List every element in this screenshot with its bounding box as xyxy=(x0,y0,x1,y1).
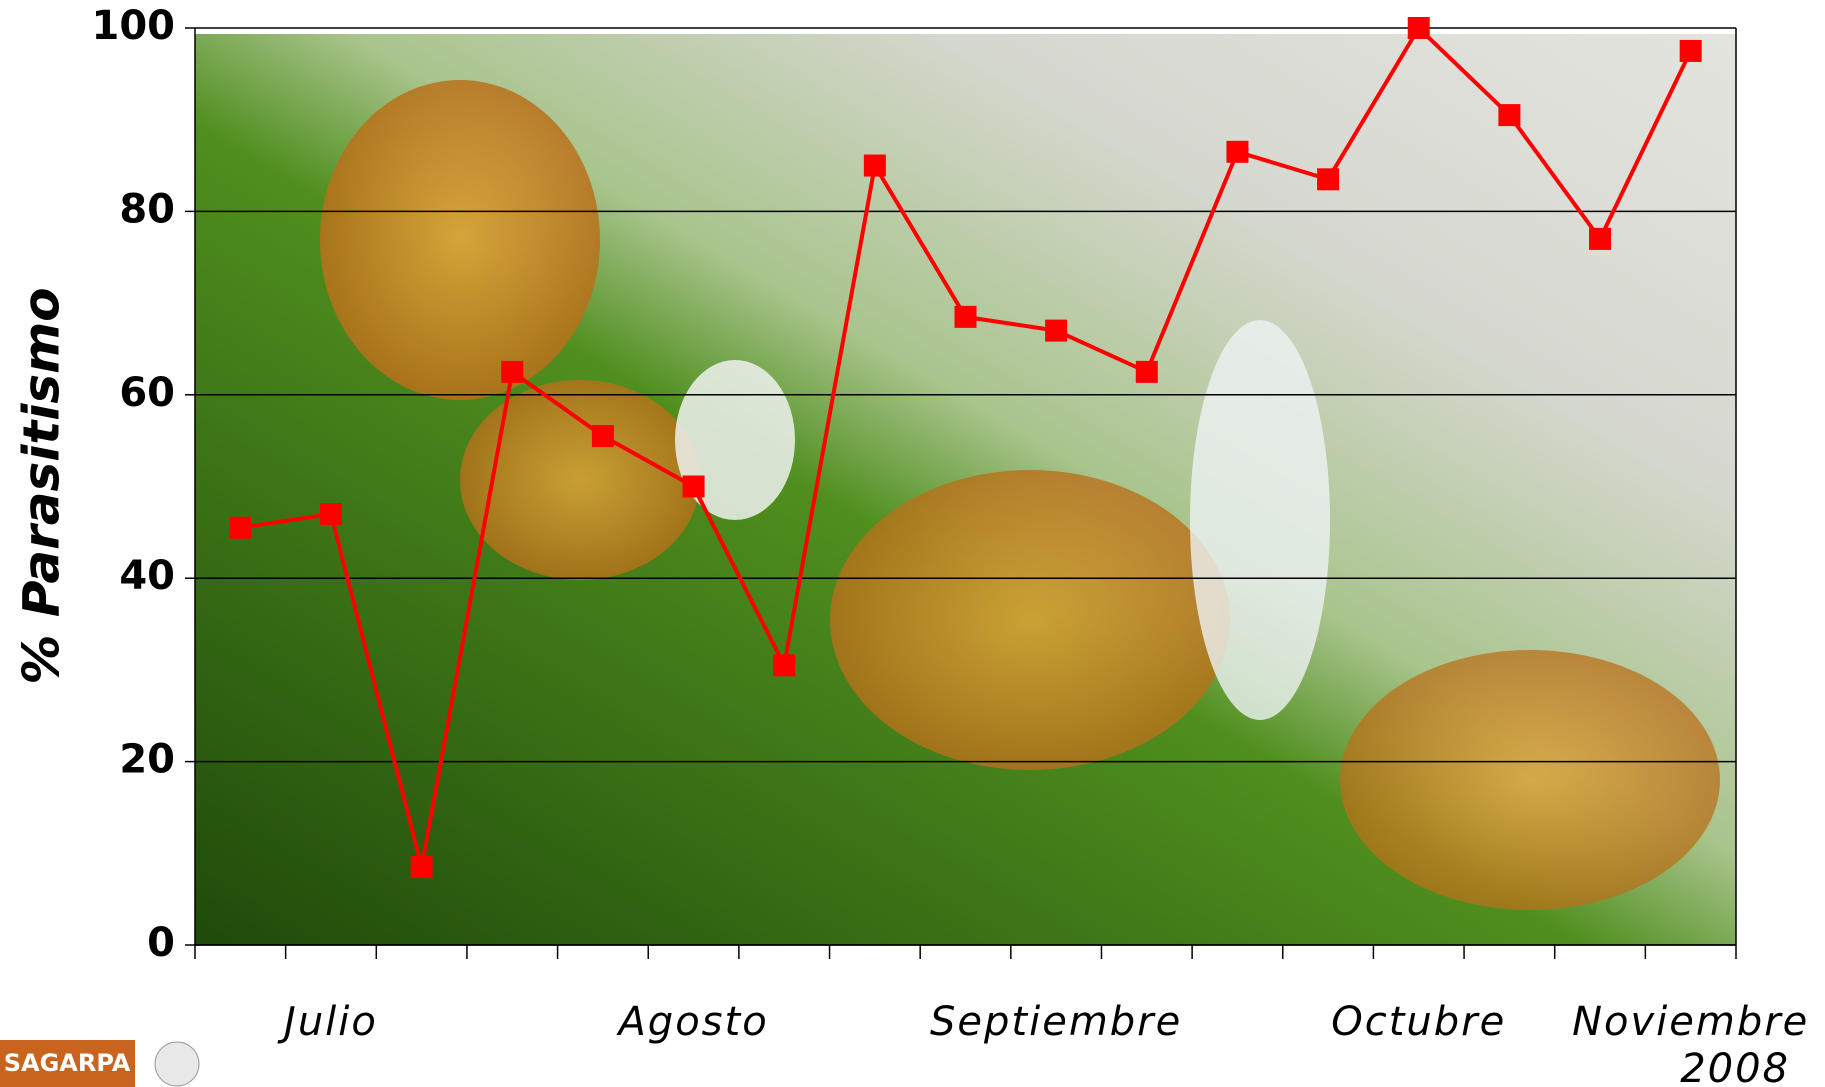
data-point xyxy=(501,360,524,383)
plot-background xyxy=(195,34,1736,945)
data-point xyxy=(863,154,886,177)
logo-text: SAGARPA xyxy=(4,1049,131,1077)
data-point xyxy=(954,305,977,328)
x-tick-label: Noviembre xyxy=(1572,999,1809,1045)
data-point xyxy=(1045,319,1068,342)
data-point xyxy=(1407,17,1430,39)
data-point xyxy=(319,503,342,526)
data-point xyxy=(1589,227,1612,250)
logo-emblem xyxy=(154,1041,200,1087)
data-point xyxy=(1498,104,1521,127)
y-tick-label: 20 xyxy=(119,737,175,783)
data-point xyxy=(591,425,614,448)
y-tick-label: 80 xyxy=(119,186,175,232)
y-axis-label: % Parasitismo xyxy=(13,287,71,684)
data-point xyxy=(410,856,433,879)
y-tick-label: 100 xyxy=(92,3,176,49)
axes xyxy=(185,27,1737,959)
data-point xyxy=(773,654,796,677)
logo: SAGARPA xyxy=(0,1040,200,1087)
data-point xyxy=(229,516,252,539)
year-label: 2008 xyxy=(1680,1046,1790,1087)
y-tick-label: 0 xyxy=(147,920,175,966)
data-point xyxy=(1317,168,1340,191)
x-tick-label: Octubre xyxy=(1331,999,1506,1045)
x-tick-label: Septiembre xyxy=(930,999,1182,1045)
data-point xyxy=(1679,39,1702,62)
x-tick-label: Agosto xyxy=(615,999,768,1045)
x-tick-label: Julio xyxy=(277,999,378,1045)
y-tick-label: 40 xyxy=(119,553,175,599)
logo-box xyxy=(0,1040,135,1087)
data-point xyxy=(1135,360,1158,383)
y-tick-label: 60 xyxy=(119,370,175,416)
data-point xyxy=(1226,140,1249,163)
data-point xyxy=(682,475,705,498)
